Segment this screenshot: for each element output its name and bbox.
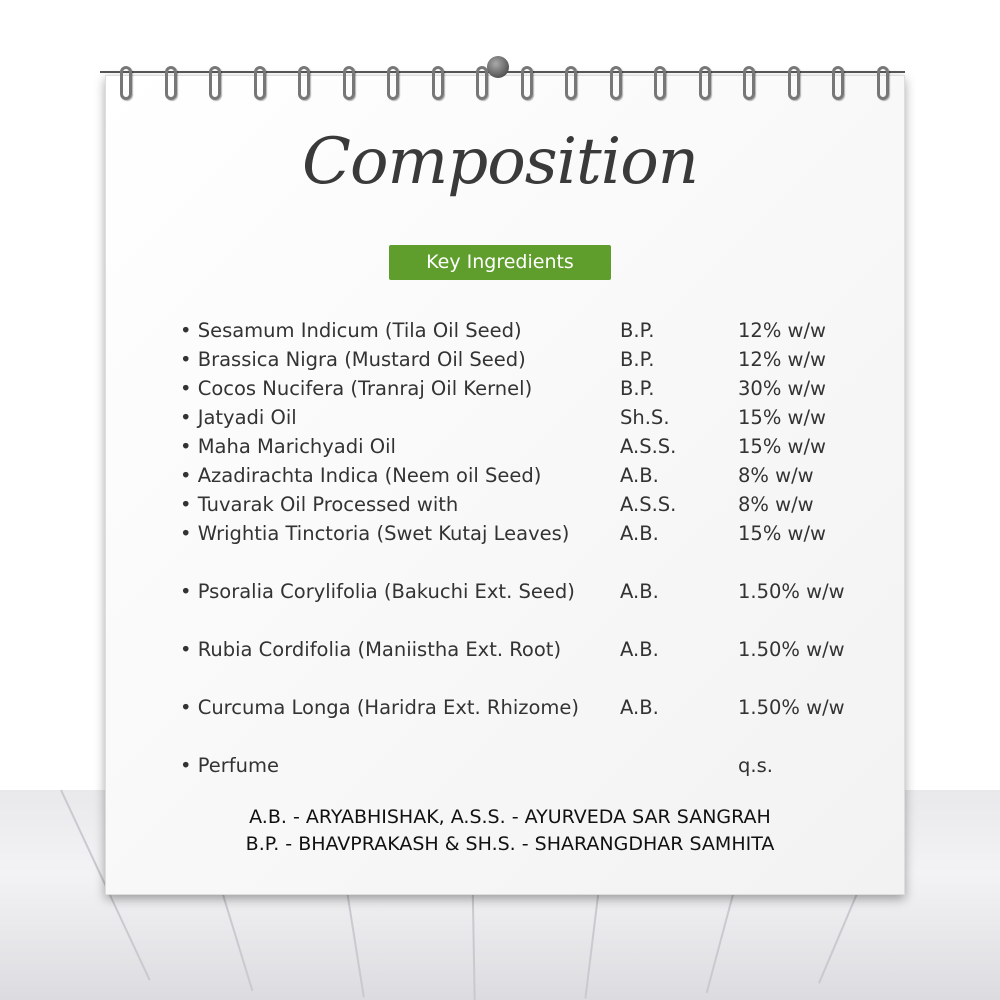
- spiral-ring: [832, 66, 844, 100]
- ingredient-amount: 8% w/w: [738, 464, 814, 487]
- ingredient-name: • Sesamum Indicum (Tila Oil Seed): [180, 319, 522, 342]
- spiral-ring: [698, 66, 711, 100]
- ingredient-name: • Cocos Nucifera (Tranraj Oil Kernel): [180, 377, 533, 400]
- key-ingredients-badge: Key Ingredients: [389, 245, 611, 280]
- ingredient-name: • Jatyadi Oil: [180, 406, 297, 429]
- ingredient-source: A.S.S.: [620, 435, 677, 458]
- spiral-ring: [120, 66, 132, 100]
- ingredient-name: • Tuvarak Oil Processed with: [180, 493, 459, 516]
- ingredient-name: • Wrightia Tinctoria (Swet Kutaj Leaves): [180, 522, 570, 545]
- spiral-ring: [476, 66, 488, 100]
- notebook-page: [105, 75, 905, 895]
- ingredient-amount: 15% w/w: [738, 522, 827, 545]
- ingredient-source: A.B.: [620, 522, 659, 545]
- ingredient-amount: 15% w/w: [738, 435, 827, 458]
- spiral-ring: [298, 66, 310, 100]
- ingredient-source: A.B.: [620, 464, 659, 487]
- spiral-ring: [342, 66, 355, 100]
- spiral-ring: [876, 66, 889, 100]
- ingredient-amount: 15% w/w: [738, 406, 827, 429]
- ingredient-name: • Psoralia Corylifolia (Bakuchi Ext. See…: [180, 580, 575, 603]
- ingredient-source: A.B.: [620, 638, 659, 661]
- ingredient-amount: q.s.: [738, 754, 773, 777]
- ingredient-name: • Perfume: [180, 754, 279, 777]
- ingredient-amount: 1.50% w/w: [738, 696, 845, 719]
- spiral-ring: [164, 66, 177, 100]
- ingredient-amount: 8% w/w: [738, 493, 814, 516]
- ingredient-source: A.S.S.: [620, 493, 677, 516]
- ingredient-source: Sh.S.: [620, 406, 670, 429]
- spiral-ring: [387, 66, 399, 100]
- spiral-ring: [253, 66, 266, 100]
- spiral-ring: [609, 66, 622, 100]
- ingredient-name: • Azadirachta Indica (Neem oil Seed): [180, 464, 542, 487]
- legend-line-1: A.B. - ARYABHISHAK, A.S.S. - AYURVEDA SA…: [249, 806, 771, 828]
- ingredient-name: • Brassica Nigra (Mustard Oil Seed): [180, 348, 526, 371]
- ingredient-amount: 12% w/w: [738, 348, 827, 371]
- legend-line-2: B.P. - BHAVPRAKASH & SH.S. - SHARANGDHAR…: [245, 833, 775, 855]
- spiral-ring: [565, 66, 577, 100]
- ingredient-name: • Curcuma Longa (Haridra Ext. Rhizome): [180, 696, 580, 719]
- spiral-ring: [431, 66, 444, 100]
- ingredient-source: A.B.: [620, 696, 659, 719]
- ingredient-name: • Maha Marichyadi Oil: [180, 435, 396, 458]
- spiral-ring: [654, 66, 666, 100]
- ingredient-source: B.P.: [620, 319, 655, 342]
- spiral-ring: [209, 66, 221, 100]
- spiral-ring: [520, 66, 533, 100]
- hanger-icon: [487, 56, 509, 78]
- ingredient-source: B.P.: [620, 348, 655, 371]
- ingredient-amount: 30% w/w: [738, 377, 827, 400]
- spiral-ring: [743, 66, 755, 100]
- ingredient-amount: 1.50% w/w: [738, 580, 845, 603]
- page-title: Composition: [302, 125, 699, 199]
- ingredient-name: • Rubia Cordifolia (Maniistha Ext. Root): [180, 638, 562, 661]
- ingredient-source: B.P.: [620, 377, 655, 400]
- ingredient-amount: 1.50% w/w: [738, 638, 845, 661]
- spiral-ring: [787, 66, 800, 100]
- ingredient-amount: 12% w/w: [738, 319, 827, 342]
- ingredient-source: A.B.: [620, 580, 659, 603]
